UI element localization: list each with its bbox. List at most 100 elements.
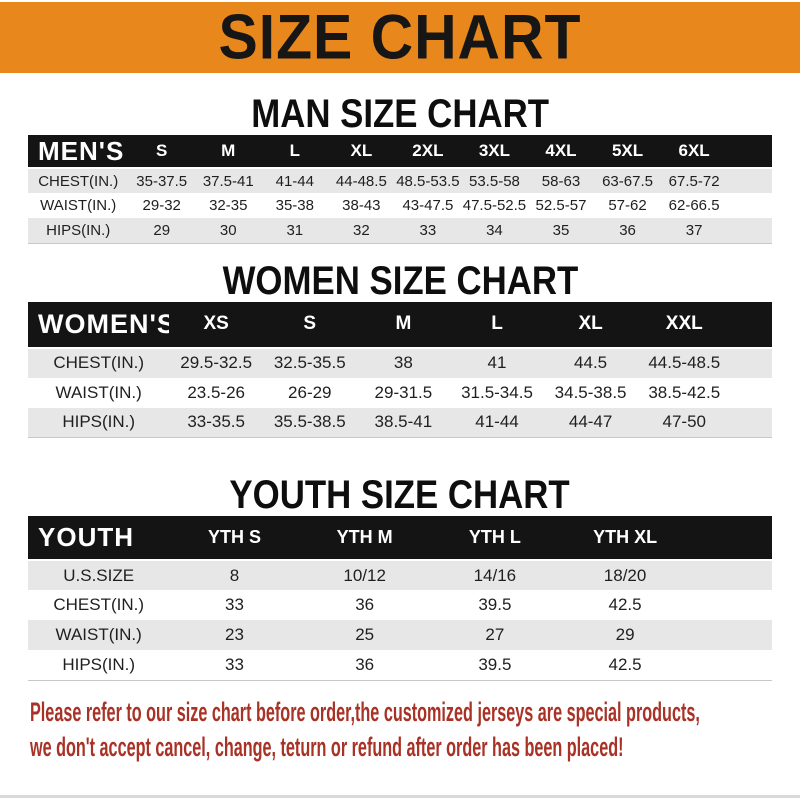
size-value: 41-44: [261, 168, 329, 193]
size-value: 31.5-34.5: [450, 377, 544, 408]
size-value: 58-63: [527, 168, 595, 193]
table-row: HIPS(IN.) 33-35.5 35.5-38.5 38.5-41 41-44 44-…: [28, 407, 772, 438]
size-value: 39.5: [429, 650, 560, 680]
size-value: 38-43: [328, 193, 395, 218]
women-section-title-text: WOMEN SIZE CHART: [222, 258, 578, 303]
table-header-row: MEN'S S M L XL 2XL 3XL 4XL 5XL 6XL: [28, 135, 772, 169]
filler-cell: [727, 218, 772, 243]
size-value: 23.5-26: [169, 377, 263, 408]
table-row: U.S.SIZE 8 10/12 14/16 18/20: [28, 560, 772, 590]
filler-cell: [727, 135, 772, 169]
size-value: 29: [559, 620, 691, 650]
filler-cell: [731, 347, 772, 378]
filler-cell: [731, 301, 772, 349]
size-value: 32: [328, 218, 395, 243]
size-column-header: 6XL: [660, 135, 728, 169]
men-section-title: MAN SIZE CHART: [0, 93, 800, 135]
table-row: WAIST(IN.) 29-32 32-35 35-38 38-43 43-47.5 47.…: [28, 193, 772, 218]
women-section-title: WOMEN SIZE CHART: [0, 260, 800, 302]
bottom-edge-divider: [0, 795, 800, 798]
size-value: 42.5: [559, 590, 691, 620]
size-value: 34.5-38.5: [543, 377, 638, 408]
table-group-label: MEN'S: [28, 135, 129, 169]
footer-disclaimer: Please refer to our size chart before or…: [0, 697, 800, 767]
size-column-header: 3XL: [461, 135, 528, 169]
banner-title: SIZE CHART: [218, 1, 582, 73]
men-section-title-text: MAN SIZE CHART: [251, 92, 549, 136]
youth-section-title-text: YOUTH SIZE CHART: [229, 473, 571, 517]
measurement-label: CHEST(IN.): [28, 168, 129, 193]
size-value: 26-29: [262, 377, 357, 408]
filler-cell: [731, 377, 772, 408]
size-value: 41-44: [450, 407, 544, 438]
measurement-label: CHEST(IN.): [28, 347, 170, 378]
filler-cell: [731, 407, 772, 438]
size-column-header: 4XL: [527, 135, 595, 169]
filler-cell: [690, 650, 772, 680]
size-value: 39.5: [429, 590, 560, 620]
youth-section-title: YOUTH SIZE CHART: [0, 474, 800, 516]
size-column-header: XXL: [637, 301, 732, 349]
table-group-label: YOUTH: [28, 516, 170, 561]
footer-disclaimer-line2: we don't accept cancel, change, teturn o…: [30, 731, 624, 762]
women-section: WOMEN SIZE CHART WOMEN'S XS S M L XL XXL CHEST(…: [0, 260, 800, 438]
size-column-header: M: [356, 301, 451, 349]
table-header-row: YOUTH YTH S YTH M YTH L YTH XL: [28, 516, 772, 561]
size-value: 18/20: [559, 560, 691, 590]
size-value: 37.5-41: [194, 168, 262, 193]
size-column-header: XS: [169, 301, 263, 349]
size-chart-banner: SIZE CHART: [0, 0, 800, 73]
size-value: 42.5: [559, 650, 691, 680]
measurement-label: HIPS(IN.): [28, 650, 170, 680]
size-column-header: M: [194, 135, 262, 169]
measurement-label: HIPS(IN.): [28, 407, 170, 438]
size-column-header: 2XL: [394, 135, 462, 169]
size-column-header: XL: [543, 301, 638, 349]
size-value: 36: [299, 590, 430, 620]
size-column-header: YTH S: [169, 516, 300, 561]
table-row: HIPS(IN.) 33 36 39.5 42.5: [28, 650, 772, 680]
size-column-header: L: [450, 301, 544, 349]
size-value: 43-47.5: [394, 193, 462, 218]
size-value: 36: [594, 218, 661, 243]
size-value: 23: [169, 620, 300, 650]
table-row: CHEST(IN.) 29.5-32.5 32.5-35.5 38 41 44.5 44.5…: [28, 347, 772, 378]
filler-cell: [727, 168, 772, 193]
size-value: 30: [194, 218, 262, 243]
table-header-row: WOMEN'S XS S M L XL XXL: [28, 301, 772, 349]
filler-cell: [690, 560, 772, 590]
size-value: 52.5-57: [527, 193, 595, 218]
measurement-label: CHEST(IN.): [28, 590, 170, 620]
table-row: WAIST(IN.) 23.5-26 26-29 29-31.5 31.5-34.5 34…: [28, 377, 772, 408]
size-value: 10/12: [299, 560, 430, 590]
size-value: 35-37.5: [128, 168, 195, 193]
size-column-header: YTH L: [429, 516, 560, 561]
size-value: 29-32: [128, 193, 195, 218]
size-value: 35.5-38.5: [262, 407, 357, 438]
size-value: 33-35.5: [169, 407, 263, 438]
size-value: 57-62: [594, 193, 661, 218]
table-row: HIPS(IN.) 29 30 31 32 33 34 35 36 37: [28, 218, 772, 243]
size-value: 53.5-58: [461, 168, 528, 193]
size-value: 32.5-35.5: [262, 347, 357, 378]
size-value: 33: [169, 650, 300, 680]
size-value: 31: [261, 218, 329, 243]
size-value: 25: [299, 620, 430, 650]
filler-cell: [690, 620, 772, 650]
size-column-header: YTH M: [299, 516, 430, 561]
filler-cell: [690, 590, 772, 620]
youth-section: YOUTH SIZE CHART YOUTH YTH S YTH M YTH L YTH…: [0, 474, 800, 681]
size-value: 29.5-32.5: [169, 347, 263, 378]
size-value: 63-67.5: [594, 168, 661, 193]
size-column-header: S: [128, 135, 195, 169]
size-value: 8: [169, 560, 300, 590]
size-value: 41: [450, 347, 544, 378]
measurement-label: HIPS(IN.): [28, 218, 129, 243]
size-value: 14/16: [429, 560, 560, 590]
table-row: WAIST(IN.) 23 25 27 29: [28, 620, 772, 650]
measurement-label: U.S.SIZE: [28, 560, 170, 590]
size-value: 38.5-41: [356, 407, 451, 438]
measurement-label: WAIST(IN.): [28, 620, 170, 650]
size-value: 62-66.5: [660, 193, 728, 218]
youth-size-table: YOUTH YTH S YTH M YTH L YTH XL U.S.SIZE 8 10/12…: [28, 516, 772, 681]
